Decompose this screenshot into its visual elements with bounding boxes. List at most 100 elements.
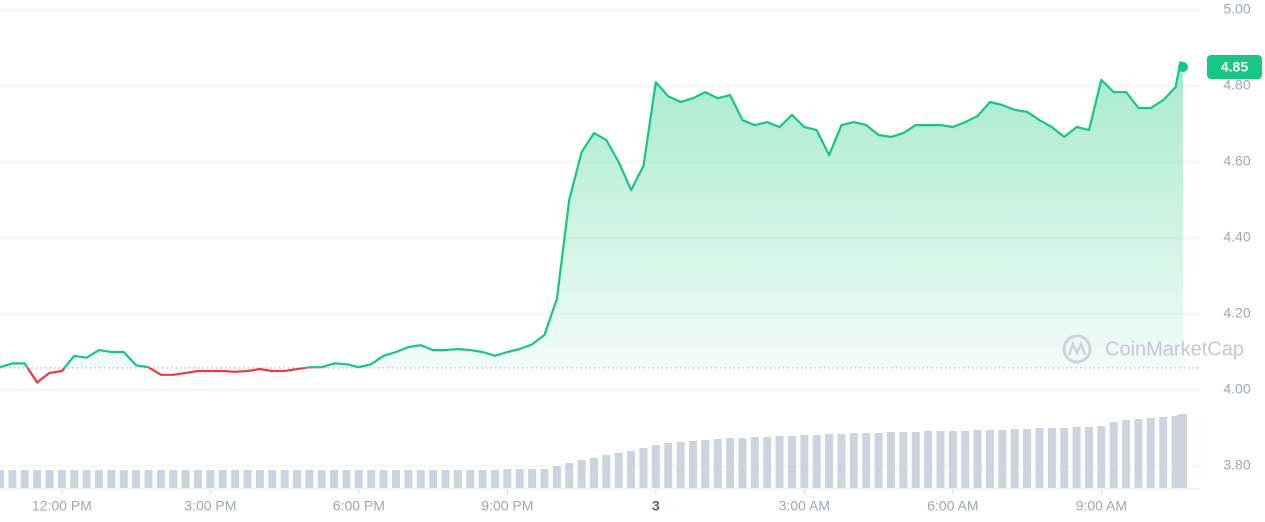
volume-bar	[94, 470, 103, 488]
volume-bar	[354, 470, 363, 488]
volume-bar	[528, 469, 537, 488]
volume-bar	[292, 470, 301, 488]
volume-bar	[565, 463, 574, 488]
volume-bar	[1060, 428, 1069, 488]
volume-bar	[936, 431, 945, 488]
volume-bar	[1072, 427, 1081, 488]
volume-bar	[453, 470, 462, 488]
volume-bar	[1159, 417, 1168, 488]
volume	[0, 414, 1187, 488]
volume-bar	[330, 470, 339, 488]
volume-bar	[886, 432, 895, 488]
volume-bar	[750, 437, 759, 488]
volume-bar	[998, 430, 1007, 488]
volume-bar	[119, 470, 128, 488]
volume-bar	[144, 470, 153, 488]
plot	[0, 61, 1200, 384]
volume-bar	[1084, 427, 1093, 488]
volume-bar	[676, 442, 685, 488]
volume-bar	[1010, 429, 1019, 488]
x-tick-label: 3:00 PM	[184, 498, 236, 514]
volume-bar	[8, 470, 17, 488]
volume-bar	[688, 441, 697, 488]
volume-bar	[193, 470, 202, 488]
volume-bar	[874, 433, 883, 488]
volume-bar	[948, 431, 957, 488]
volume-bar	[82, 470, 91, 488]
x-tick-label: 12:00 PM	[32, 498, 92, 514]
volume-bar	[231, 470, 240, 488]
volume-bar	[20, 470, 29, 488]
volume-bar	[639, 448, 648, 488]
volume-bar	[342, 470, 351, 488]
volume-bar	[985, 430, 994, 488]
volume-bar	[0, 470, 4, 488]
y-tick-label: 4.40	[1223, 229, 1250, 245]
volume-bar	[404, 470, 413, 488]
volume-bar	[1023, 429, 1032, 488]
volume-bar	[305, 470, 314, 488]
volume-bar	[787, 436, 796, 488]
volume-bar	[57, 470, 66, 488]
last-point	[1178, 62, 1188, 72]
volume-bar	[911, 432, 920, 488]
volume-bar	[577, 460, 586, 488]
volume-bar	[726, 438, 735, 488]
volume-bar	[763, 437, 772, 488]
area	[0, 62, 1183, 368]
volume-bar	[441, 470, 450, 488]
volume-bar	[1179, 414, 1187, 488]
volume-bar	[738, 438, 747, 488]
volume-bar	[701, 440, 710, 488]
x-tick-label: 6:00 AM	[927, 498, 978, 514]
axis-labels: 3.80 4.00 4.20 4.40 4.60 4.80 5.00 12:00 PM 3:00…	[32, 1, 1262, 514]
volume-bar	[107, 470, 116, 488]
volume-bar	[515, 469, 524, 488]
volume-bar	[132, 470, 141, 488]
x-tick-label: 3:00 AM	[779, 498, 830, 514]
watermark: CoinMarketCap	[1105, 338, 1244, 360]
volume-bar	[540, 469, 549, 488]
volume-bar	[317, 470, 326, 488]
volume-bar	[466, 470, 475, 488]
price-badge	[1207, 55, 1262, 79]
volume-bar	[849, 433, 858, 488]
volume-bar	[651, 445, 660, 488]
y-tick-label: 4.80	[1223, 77, 1250, 93]
volume-bar	[899, 432, 908, 488]
price-line-up	[0, 61, 1184, 368]
volume-bar	[1035, 428, 1044, 488]
volume-bar	[589, 458, 598, 488]
volume-bar	[664, 443, 673, 488]
volume-bar	[825, 434, 834, 488]
volume-bar	[243, 470, 252, 488]
volume-bar	[862, 433, 871, 488]
volume-bar	[1134, 419, 1143, 488]
volume-bar	[1146, 418, 1155, 488]
volume-bar	[268, 470, 277, 488]
volume-bar	[181, 470, 190, 488]
x-tick-label: 9:00 PM	[481, 498, 533, 514]
volume-bar	[614, 453, 623, 488]
price-badge-label: 4.85	[1221, 59, 1248, 75]
volume-bar	[218, 470, 227, 488]
volume-bar	[45, 470, 54, 488]
volume-bar	[206, 470, 215, 488]
volume-bar	[627, 451, 636, 488]
y-tick-label: 5.00	[1223, 1, 1250, 17]
volume-bar	[367, 470, 376, 488]
y-tick-label: 3.80	[1223, 457, 1250, 473]
volume-bar	[379, 470, 388, 488]
volume-bar	[1171, 416, 1180, 488]
volume-bar	[156, 470, 165, 488]
volume-bar	[416, 470, 425, 488]
volume-bar	[70, 470, 79, 488]
volume-bar	[961, 431, 970, 488]
volume-bar	[837, 434, 846, 488]
volume-bar	[1097, 426, 1106, 488]
volume-bar	[33, 470, 42, 488]
volume-bar	[602, 455, 611, 488]
volume-bar	[280, 470, 289, 488]
volume-bar	[552, 466, 561, 488]
